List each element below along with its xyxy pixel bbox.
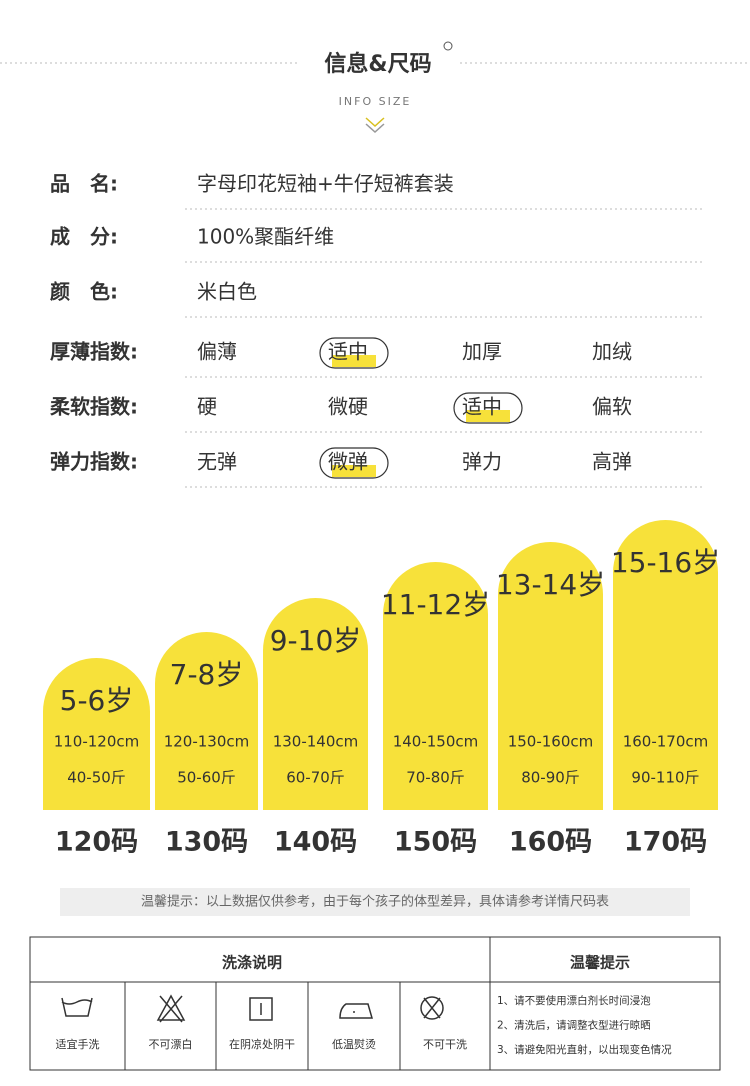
size-weight: 90-110斤	[631, 769, 699, 787]
size-age: 5-6岁	[60, 684, 134, 717]
size-age: 7-8岁	[170, 658, 244, 691]
icon-handwash	[61, 997, 93, 1017]
care-label: 低温熨烫	[332, 1037, 376, 1051]
size-label: 150码	[394, 827, 477, 858]
size-height: 150-160cm	[508, 733, 594, 751]
info-value: 字母印花短袖+牛仔短裤套装	[197, 172, 454, 196]
selected-outline	[319, 337, 389, 369]
index-option: 加绒	[592, 340, 632, 364]
info-value: 米白色	[197, 280, 257, 304]
icon-iron	[339, 1003, 373, 1019]
index-option: 弹力	[462, 450, 502, 474]
care-label: 适宜手洗	[56, 1037, 100, 1051]
size-label: 160码	[509, 827, 592, 858]
size-height: 120-130cm	[164, 733, 250, 751]
size-weight: 50-60斤	[177, 769, 236, 787]
index-option: 无弹	[197, 450, 237, 474]
size-card	[155, 632, 258, 810]
index-option: 硬	[197, 395, 217, 419]
care-label: 不可漂白	[149, 1037, 193, 1051]
selected-highlight	[466, 410, 510, 422]
note: 温馨提示：以上数据仅供参考，由于每个孩子的体型差异，具体请参考详情尺码表	[141, 894, 609, 910]
size-label: 130码	[165, 827, 248, 858]
size-weight: 60-70斤	[286, 769, 345, 787]
size-height: 110-120cm	[54, 733, 140, 751]
info-label: 颜 色:	[50, 280, 118, 304]
size-label: 140码	[274, 827, 357, 858]
size-weight: 40-50斤	[67, 769, 126, 787]
size-card	[263, 598, 368, 810]
icon-no-bleach	[156, 994, 186, 1023]
chevron	[365, 123, 385, 134]
index-option: 微硬	[328, 395, 368, 419]
index-label: 柔软指数:	[50, 395, 138, 419]
size-weight: 80-90斤	[521, 769, 580, 787]
index-label: 弹力指数:	[50, 450, 138, 474]
wash-title: 洗涤说明	[222, 954, 282, 972]
decor-circle	[443, 41, 453, 51]
size-card	[43, 658, 150, 810]
size-label: 170码	[624, 827, 707, 858]
selected-highlight	[332, 465, 376, 477]
size-weight: 70-80斤	[406, 769, 465, 787]
info-label: 品 名:	[50, 172, 118, 196]
size-card	[383, 562, 488, 810]
index-option: 微弹	[328, 450, 368, 474]
info-value: 100%聚酯纤维	[197, 225, 334, 249]
care-tip: 1、请不要使用漂白剂长时间浸泡	[497, 994, 651, 1007]
note-bar	[60, 888, 690, 916]
care-table	[29, 936, 721, 1071]
index-option: 适中	[328, 340, 368, 364]
size-age: 11-12岁	[381, 588, 490, 621]
index-option: 偏软	[592, 395, 632, 419]
selected-outline	[453, 392, 523, 424]
info-label: 成 分:	[50, 225, 118, 249]
selected-highlight	[332, 355, 376, 367]
icon-shade-dry	[249, 997, 273, 1021]
care-label: 不可干洗	[423, 1038, 467, 1051]
size-age: 13-14岁	[496, 568, 605, 601]
size-height: 140-150cm	[393, 733, 479, 751]
title: 信息&尺码	[324, 51, 431, 77]
index-option: 偏薄	[197, 340, 237, 364]
size-height: 130-140cm	[273, 733, 359, 751]
index-option: 高弹	[592, 450, 632, 474]
size-label: 120码	[55, 827, 138, 858]
size-age: 9-10岁	[270, 624, 362, 657]
size-age: 15-16岁	[611, 546, 720, 579]
index-label: 厚薄指数:	[50, 340, 138, 364]
size-height: 160-170cm	[623, 733, 709, 751]
subtitle: INFO SIZE	[339, 95, 412, 108]
icon-no-dryclean	[420, 996, 444, 1020]
tips-title: 温馨提示	[570, 954, 630, 972]
size-card	[613, 520, 718, 810]
index-option: 加厚	[462, 340, 502, 364]
chevron	[365, 117, 385, 128]
index-option: 适中	[462, 395, 502, 419]
care-label: 在阴凉处阴干	[229, 1037, 295, 1051]
selected-outline	[319, 447, 389, 479]
care-tip: 3、请避免阳光直射，以出现变色情况	[497, 1043, 672, 1056]
care-tip: 2、清洗后，请调整衣型进行晾晒	[497, 1019, 651, 1032]
care-icons	[61, 994, 444, 1023]
size-card	[498, 542, 603, 810]
